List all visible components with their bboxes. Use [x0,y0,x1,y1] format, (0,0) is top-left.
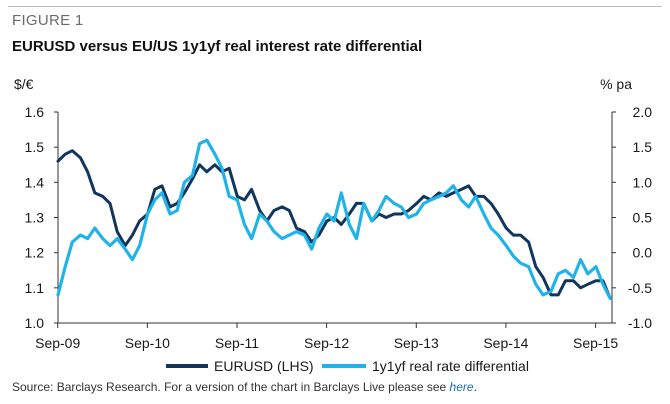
source-text: Source: Barclays Research. For a version… [12,380,450,394]
x-tick-label: Sep-09 [35,335,80,351]
right-tick-label: -1.0 [628,315,652,331]
left-axis-unit: $/€ [14,76,34,92]
left-tick-label: 1.0 [25,315,45,331]
chart-title: EURUSD versus EU/US 1y1yf real interest … [12,38,423,55]
series-line-rate-differential [56,138,612,300]
left-tick-label: 1.6 [25,104,45,120]
x-tick-label: Sep-11 [215,335,259,351]
right-axis-unit: % pa [600,76,632,92]
right-tick-label: 0.5 [633,210,653,226]
x-tick-label: Sep-13 [394,335,439,351]
left-tick-label: 1.1 [25,280,45,296]
x-tick-label: Sep-15 [573,335,618,351]
source-link[interactable]: here [449,380,474,394]
left-tick-label: 1.4 [25,174,45,190]
x-tick-label: Sep-14 [483,335,528,351]
left-tick-label: 1.3 [25,210,45,226]
right-tick-label: 1.5 [633,139,653,155]
left-tick-label: 1.2 [25,245,45,261]
x-tick-label: Sep-10 [125,335,170,351]
left-tick-label: 1.5 [25,139,45,155]
series-line-eurusd [56,149,612,300]
right-tick-label: 1.0 [633,174,653,190]
series-lines [56,138,612,300]
axes-group: 1.0 1.1 1.2 1.3 1.4 1.5 1.6 -1.0 -0.5 0.0 0.5 1.0 1.… [25,104,653,351]
legend-label-rate-differential: 1y1yf real rate differential [372,358,529,374]
source-note: Source: Barclays Research. For a version… [12,380,477,394]
figure-label: FIGURE 1 [12,12,84,29]
source-suffix: . [473,380,477,394]
right-tick-label: 2.0 [633,104,653,120]
right-tick-label: 0.0 [633,245,653,261]
legend-label-eurusd: EURUSD (LHS) [214,358,314,374]
x-tick-label: Sep-12 [304,335,349,351]
top-rule [8,6,662,7]
legend: EURUSD (LHS) 1y1yf real rate differential [166,358,529,374]
right-tick-label: -0.5 [628,280,652,296]
